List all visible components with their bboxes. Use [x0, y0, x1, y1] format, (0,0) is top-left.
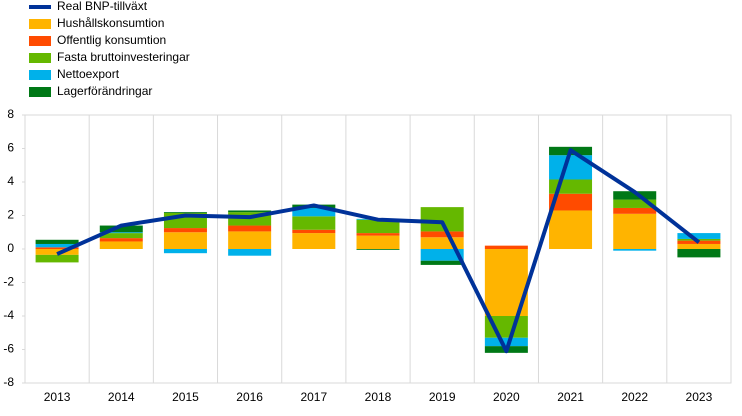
- bar-segment: [228, 210, 272, 213]
- bar-segment: [163, 249, 207, 254]
- bar-segment: [99, 241, 143, 249]
- bar-segment: [484, 337, 528, 347]
- x-tick-label: 2015: [172, 390, 199, 404]
- legend-swatch: [29, 19, 51, 29]
- bar-segment: [356, 235, 400, 249]
- legend-swatch: [29, 53, 51, 63]
- bar-segment: [99, 232, 143, 234]
- bar-segment: [35, 247, 79, 249]
- x-tick-label: 2014: [108, 390, 135, 404]
- legend-label: Real BNP-tillväxt: [57, 0, 148, 13]
- legend-label: Fasta bruttoinvesteringar: [57, 50, 190, 64]
- x-tick-label: 2021: [557, 390, 584, 404]
- bar-segment: [613, 249, 657, 251]
- bar-segment: [163, 228, 207, 233]
- bar-segment: [613, 199, 657, 208]
- y-tick-label: -6: [3, 342, 14, 356]
- bar-segment: [163, 212, 207, 213]
- bar-segment: [549, 210, 593, 249]
- bar-segment: [99, 225, 143, 233]
- bar-segment: [420, 231, 464, 238]
- legend-swatch: [29, 87, 51, 97]
- bar-segment: [613, 207, 657, 214]
- x-tick-label: 2016: [236, 390, 263, 404]
- bar-segment: [484, 245, 528, 249]
- y-tick-label: -8: [3, 375, 14, 389]
- bar-segment: [292, 233, 336, 249]
- bar-segment: [677, 243, 721, 249]
- bar-segment: [228, 225, 272, 232]
- bar-segment: [356, 233, 400, 236]
- legend-swatch: [29, 70, 51, 80]
- bar-segment: [420, 237, 464, 249]
- x-tick-label: 2019: [429, 390, 456, 404]
- legend-label: Nettoexport: [57, 67, 120, 81]
- x-tick-label: 2023: [686, 390, 713, 404]
- bar-segment: [228, 249, 272, 256]
- bar-segment: [35, 243, 79, 248]
- legend-label: Hushållskonsumtion: [57, 16, 164, 30]
- legend-swatch: [29, 36, 51, 46]
- y-tick-label: -2: [3, 275, 14, 289]
- bar-segment: [99, 233, 143, 239]
- line-series: [56, 148, 701, 354]
- bar-segment: [356, 249, 400, 250]
- x-tick-label: 2022: [621, 390, 648, 404]
- bar-segment: [677, 249, 721, 258]
- bar-segment: [356, 219, 400, 234]
- bar-segment: [613, 213, 657, 249]
- y-tick-label: 4: [7, 174, 14, 188]
- x-tick-label: 2018: [365, 390, 392, 404]
- bar-segment: [292, 207, 336, 217]
- x-tick-label: 2013: [44, 390, 71, 404]
- bar-segment: [35, 254, 79, 263]
- legend-label: Offentlig konsumtion: [57, 33, 166, 47]
- y-tick-label: 0: [7, 241, 14, 255]
- bar-segment: [613, 191, 657, 200]
- bar-segment: [228, 231, 272, 249]
- x-tick-label: 2020: [493, 390, 520, 404]
- bar-segment: [35, 239, 79, 244]
- bar-segment: [677, 233, 721, 239]
- bar-segment: [420, 207, 464, 232]
- y-tick-label: 2: [7, 208, 14, 222]
- bar-segment: [99, 238, 143, 242]
- bar-segment: [549, 193, 593, 211]
- x-tick-label: 2017: [300, 390, 327, 404]
- y-tick-label: 8: [7, 107, 14, 121]
- bar-segment: [292, 229, 336, 234]
- bar-segment: [420, 249, 464, 261]
- y-tick-label: 6: [7, 141, 14, 155]
- bar-segment: [163, 232, 207, 249]
- y-tick-label: -4: [3, 308, 14, 322]
- bar-segment: [292, 216, 336, 230]
- legend-label: Lagerförändringar: [57, 84, 152, 98]
- bar-segment: [420, 260, 464, 265]
